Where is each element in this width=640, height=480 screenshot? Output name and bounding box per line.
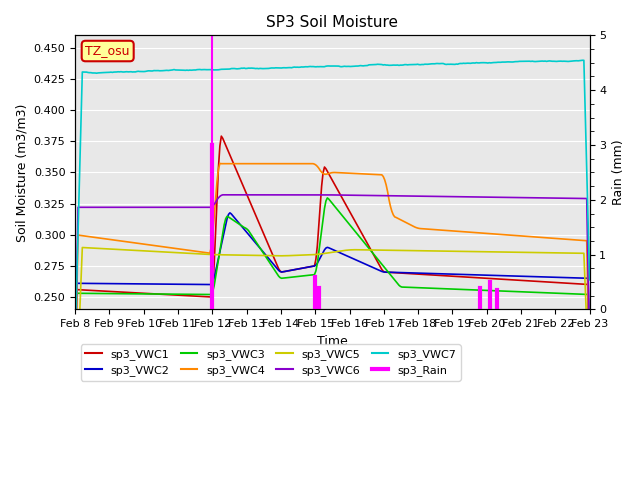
sp3_VWC1 [586, 390, 593, 396]
sp3_VWC4 [243, 161, 251, 167]
Line: sp3_VWC3: sp3_VWC3 [75, 198, 589, 399]
sp3_VWC3 [134, 291, 142, 297]
sp3_VWC5 [136, 248, 143, 253]
sp3_VWC4 [216, 160, 224, 166]
sp3_VWC7 [586, 277, 593, 283]
sp3_VWC3 [250, 237, 258, 242]
sp3_VWC2 [298, 265, 305, 271]
sp3_VWC2 [226, 210, 234, 216]
sp3_VWC6 [586, 360, 593, 365]
sp3_VWC3 [559, 290, 566, 296]
sp3_VWC7 [225, 66, 232, 72]
sp3_VWC6 [226, 192, 234, 198]
sp3_VWC4 [134, 240, 142, 246]
sp3_VWC6 [243, 192, 251, 198]
sp3_VWC5 [559, 250, 566, 256]
sp3_VWC6 [219, 192, 227, 198]
sp3_VWC1 [71, 393, 79, 399]
Legend: sp3_VWC1, sp3_VWC2, sp3_VWC3, sp3_VWC4, sp3_VWC5, sp3_VWC6, sp3_VWC7, sp3_Rain: sp3_VWC1, sp3_VWC2, sp3_VWC3, sp3_VWC4, … [81, 345, 461, 381]
sp3_VWC4 [586, 385, 593, 391]
Line: sp3_VWC6: sp3_VWC6 [75, 195, 589, 368]
sp3_VWC5 [252, 252, 260, 258]
sp3_VWC5 [298, 252, 305, 258]
sp3_VWC4 [559, 236, 566, 242]
sp3_VWC5 [243, 252, 251, 258]
sp3_VWC4 [71, 382, 79, 387]
Y-axis label: Soil Moisture (m3/m3): Soil Moisture (m3/m3) [15, 103, 28, 241]
sp3_VWC1 [218, 133, 225, 139]
sp3_VWC4 [226, 161, 234, 167]
sp3_VWC3 [323, 195, 331, 201]
X-axis label: Time: Time [317, 335, 348, 348]
sp3_VWC3 [242, 225, 250, 231]
sp3_VWC5 [226, 252, 234, 258]
Line: sp3_VWC2: sp3_VWC2 [75, 213, 589, 392]
sp3_VWC2 [559, 275, 566, 280]
sp3_VWC2 [252, 240, 260, 246]
sp3_VWC5 [79, 245, 86, 251]
Line: sp3_VWC4: sp3_VWC4 [75, 163, 589, 388]
sp3_VWC4 [298, 161, 305, 167]
sp3_VWC6 [298, 192, 305, 198]
Y-axis label: Rain (mm): Rain (mm) [612, 140, 625, 205]
sp3_VWC7 [134, 68, 142, 74]
sp3_VWC1 [134, 290, 142, 296]
sp3_VWC6 [252, 192, 260, 198]
sp3_VWC7 [71, 337, 79, 343]
sp3_VWC5 [71, 425, 79, 431]
sp3_VWC2 [71, 389, 79, 395]
Line: sp3_VWC1: sp3_VWC1 [75, 136, 589, 396]
sp3_VWC7 [579, 58, 586, 63]
Text: TZ_osu: TZ_osu [86, 45, 130, 58]
sp3_VWC5 [586, 393, 593, 398]
sp3_VWC7 [242, 66, 250, 72]
sp3_VWC7 [250, 65, 258, 71]
sp3_VWC1 [226, 152, 234, 158]
sp3_VWC1 [243, 192, 251, 198]
Line: sp3_VWC7: sp3_VWC7 [75, 60, 589, 340]
sp3_VWC3 [225, 214, 232, 220]
sp3_VWC7 [296, 64, 304, 70]
sp3_VWC3 [586, 396, 593, 402]
sp3_VWC1 [252, 212, 260, 218]
sp3_VWC1 [298, 265, 305, 271]
sp3_VWC6 [559, 195, 566, 201]
Title: SP3 Soil Moisture: SP3 Soil Moisture [266, 15, 398, 30]
sp3_VWC2 [225, 212, 232, 217]
sp3_VWC2 [586, 385, 593, 391]
sp3_VWC3 [296, 273, 304, 279]
sp3_VWC4 [252, 161, 260, 167]
sp3_VWC6 [71, 365, 79, 371]
sp3_VWC6 [134, 204, 142, 210]
sp3_VWC7 [557, 58, 564, 64]
sp3_VWC3 [71, 396, 79, 401]
sp3_VWC2 [134, 281, 142, 287]
Line: sp3_VWC5: sp3_VWC5 [75, 248, 589, 428]
sp3_VWC1 [559, 280, 566, 286]
sp3_VWC2 [243, 230, 251, 236]
